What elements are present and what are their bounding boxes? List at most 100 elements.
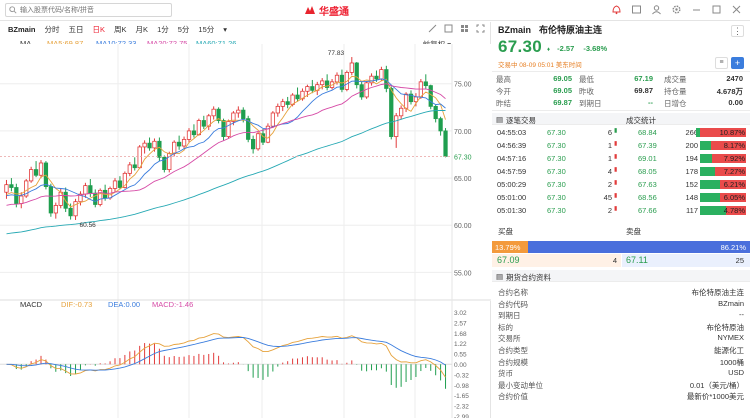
- minimize-icon[interactable]: [691, 4, 702, 15]
- stat-pct: 7.92%: [723, 154, 745, 163]
- trade-row: 05:01:30 67.30 2 ▮ 67.66 117 4.78%: [492, 204, 750, 217]
- layout-icon[interactable]: [460, 24, 469, 33]
- stat-volume: 266: [685, 128, 698, 137]
- period-tab-weekly[interactable]: 周K: [114, 25, 127, 34]
- maximize-icon[interactable]: [711, 4, 722, 15]
- period-tab-1min[interactable]: 1分: [157, 25, 169, 34]
- ask-vol: 25: [735, 256, 744, 265]
- up-arrow-icon: ▮: [614, 206, 618, 212]
- draw-tool-icon[interactable]: [428, 24, 437, 33]
- period-tab-5min[interactable]: 5分: [177, 25, 190, 34]
- trade-time: 04:57:59: [497, 167, 527, 176]
- main-plot-bg: [0, 44, 491, 301]
- up-arrow-icon: ▮: [614, 154, 618, 160]
- contract-value: 能源化工: [714, 346, 744, 355]
- search-box[interactable]: [5, 3, 172, 17]
- trades-title[interactable]: 逐笔交易: [506, 116, 536, 125]
- last-price: 67.30: [498, 37, 543, 56]
- period-tab-monthly[interactable]: 月K: [135, 25, 149, 34]
- candle-up: [226, 121, 231, 137]
- close-icon[interactable]: [731, 4, 742, 15]
- stat-volume: 148: [685, 193, 698, 202]
- candle-up: [98, 189, 103, 205]
- contract-row: 标的 布伦特原油: [492, 321, 750, 332]
- price-change: ♦ -2.57 -3.68%: [547, 44, 607, 53]
- trade-price: 67.30: [547, 128, 566, 137]
- up-arrow-icon: ▮: [614, 180, 618, 186]
- candle-down: [423, 81, 428, 87]
- info-icon: ▤: [496, 272, 504, 281]
- top-bar: 华盛通: [0, 0, 750, 21]
- notes-button[interactable]: ≡: [715, 57, 728, 69]
- candle-down: [147, 142, 152, 149]
- candle-up: [231, 112, 236, 122]
- candle-up: [53, 205, 58, 214]
- candle-down: [157, 140, 162, 158]
- candle-down: [132, 164, 137, 169]
- user-icon[interactable]: [651, 4, 662, 15]
- orderbook-header: 买盘 卖盘: [492, 224, 750, 236]
- stat-bar-green: [700, 167, 715, 176]
- bid-label: 买盘: [498, 227, 513, 236]
- trades-header: ▤ 逐笔交易 成交统计: [492, 113, 750, 125]
- candlestick-chart[interactable]: 75.00 70.00 65.00 60.00 55.00 67.30 77.83 60.56…: [0, 44, 491, 418]
- up-arrow-icon: ▮: [614, 141, 618, 147]
- y-tick-label: 60.00: [454, 223, 472, 230]
- candle-down: [374, 75, 379, 80]
- ma20-value: MA20:72.75: [147, 39, 188, 48]
- trade-time: 04:55:03: [497, 128, 527, 137]
- stat-bar-red: [726, 206, 746, 215]
- period-tab-daily[interactable]: 日K: [92, 25, 106, 34]
- quote-stat-value: 69.05: [553, 86, 572, 95]
- settings-icon[interactable]: [671, 4, 682, 15]
- contract-header: ▤ 期货合约资料: [492, 270, 750, 282]
- trade-stats-title[interactable]: 成交统计: [626, 116, 656, 125]
- quote-name: 布伦特原油主连: [539, 25, 603, 35]
- quote-stat-label2: 最低: [579, 75, 594, 84]
- stat-pct: 10.87%: [719, 128, 745, 137]
- candle-down: [295, 94, 300, 100]
- contract-title: 期货合约资料: [506, 273, 551, 282]
- menu-button[interactable]: ⋮: [731, 25, 744, 37]
- quote-stat-label3: 持仓量: [664, 87, 687, 96]
- candle-up: [127, 164, 132, 174]
- contract-row: 合约代码 BZmain: [492, 298, 750, 309]
- trade-row: 04:57:59 67.30 4 ▮ 68.05 178 7.27%: [492, 165, 750, 178]
- candle-down: [88, 185, 93, 194]
- macd-tick-label: -2.99: [454, 414, 469, 418]
- period-tab-fenshi[interactable]: 分时: [44, 25, 60, 34]
- stat-bar-red: [712, 154, 746, 163]
- bell-icon[interactable]: [611, 4, 622, 15]
- dif-value: DIF:-0.73: [61, 300, 92, 309]
- candle-up: [349, 62, 354, 73]
- candle-down: [443, 130, 448, 157]
- bid-row: 67.09 4: [492, 254, 621, 267]
- stat-price: 68.05: [638, 167, 657, 176]
- search-icon: [9, 6, 17, 14]
- quote-stat-label: 今开: [496, 87, 511, 96]
- ask-price: 67.11: [626, 255, 648, 265]
- window-icon[interactable]: [631, 4, 642, 15]
- candle-up: [236, 109, 241, 114]
- quote-stat-label3: 日增仓: [664, 99, 687, 108]
- candle-up: [73, 201, 78, 217]
- candle-up: [152, 140, 157, 149]
- chart-pane: BZmain 分时 五日 日K 周K 月K 1分 5分 15分 ▾ MA MA5…: [0, 22, 491, 418]
- period-tab-5day[interactable]: 五日: [68, 25, 84, 34]
- stat-price: 67.66: [638, 206, 657, 215]
- add-watchlist-button[interactable]: +: [731, 57, 744, 69]
- change-value: -2.57: [557, 44, 575, 53]
- period-tab-15min[interactable]: 15分: [198, 25, 215, 34]
- candle-up: [196, 120, 201, 136]
- macd-tick-label: -2.32: [454, 404, 469, 411]
- ma60-value: MA60:71.26: [196, 39, 237, 48]
- trade-volume: 1: [607, 141, 612, 150]
- expand-icon[interactable]: [476, 24, 485, 33]
- search-input[interactable]: [20, 5, 168, 16]
- candle-down: [241, 109, 246, 120]
- more-periods-icon[interactable]: ▾: [223, 25, 228, 34]
- quote-stat-value2: 69.87: [634, 86, 653, 95]
- y-tick-label: 55.00: [454, 270, 472, 277]
- trade-row: 05:00:29 67.30 2 ▮ 67.63 152 6.21%: [492, 178, 750, 191]
- indicator-icon[interactable]: [444, 24, 453, 33]
